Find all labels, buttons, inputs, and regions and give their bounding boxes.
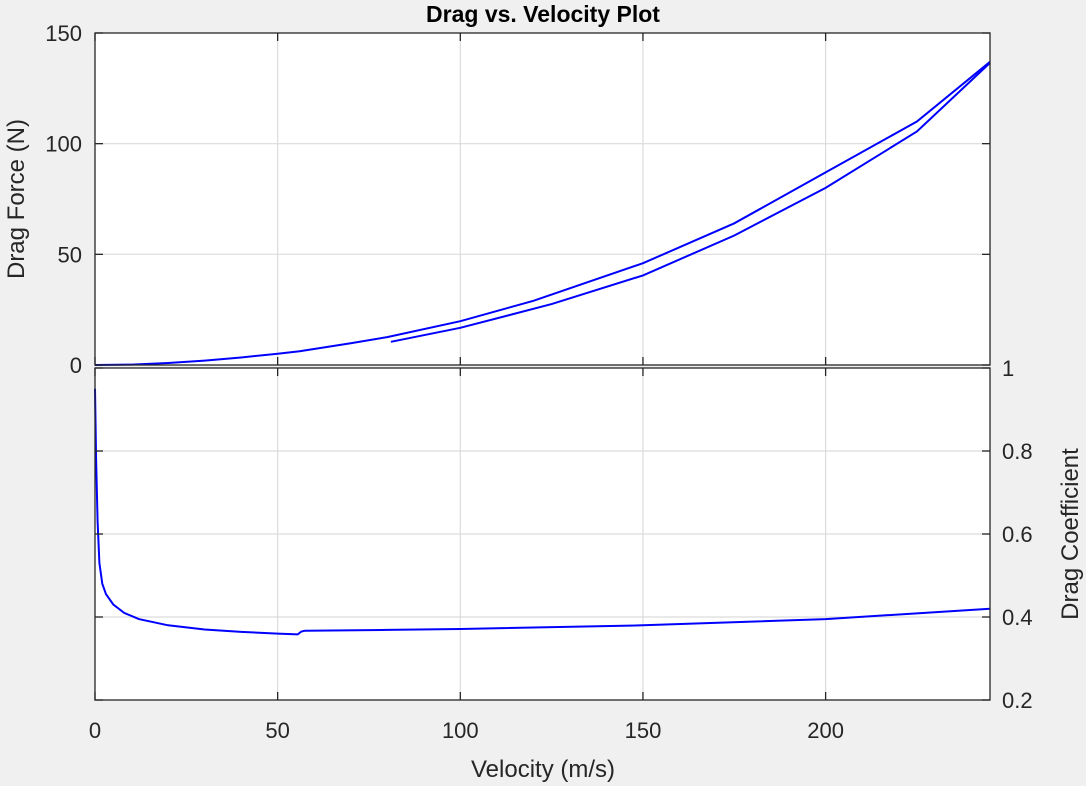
top-series-group [94,61,991,366]
bottom-series-group [94,388,991,636]
bottom-y-tick-label: 1 [1002,356,1014,381]
bottom-y-tick-label: 0.6 [1002,522,1033,547]
top-axes-box [94,32,991,366]
top-tick-marks [94,32,990,366]
bottom-y-tick-label: 0.8 [1002,439,1033,464]
bottom-y-tick-label: 0.4 [1002,605,1033,630]
top-series-line-2 [390,62,991,343]
top-y-tick-label: 50 [58,242,82,267]
top-y-tick-labels: 0 50 100 150 [45,21,82,378]
x-tick-label: 50 [265,718,289,743]
x-tick-label: 0 [89,718,101,743]
chart-title: Drag vs. Velocity Plot [426,1,660,27]
bottom-y-tick-label: 0.2 [1002,688,1033,713]
bottom-series-line-1 [94,388,991,636]
top-series-line-1 [94,61,991,366]
top-grid [95,33,990,365]
y-axis-label-drag-coefficient: Drag Coefficient [1057,448,1084,620]
top-axes-background [95,33,990,365]
top-y-tick-label: 150 [45,21,82,46]
x-axis-label: Velocity (m/s) [471,756,615,783]
x-tick-label: 100 [442,718,479,743]
y-axis-label-drag-force: Drag Force (N) [3,119,30,279]
bottom-y-tick-labels: 0.2 0.4 0.6 0.8 1 [1002,356,1033,713]
top-y-tick-label: 100 [45,132,82,157]
bottom-tick-marks [94,367,990,701]
bottom-grid [95,368,990,700]
x-tick-label: 150 [625,718,662,743]
x-tick-labels: 0 50 100 150 200 [89,718,844,743]
top-y-tick-label: 0 [70,353,82,378]
x-tick-label: 200 [807,718,844,743]
